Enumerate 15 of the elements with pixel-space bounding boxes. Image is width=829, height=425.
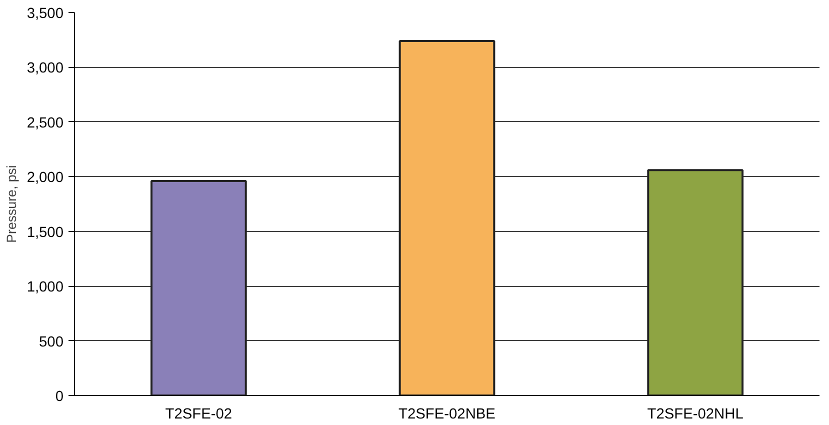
bar bbox=[647, 169, 744, 396]
y-tick-label: 500 bbox=[39, 334, 64, 350]
bar bbox=[150, 180, 247, 396]
y-tick-label: 3,500 bbox=[26, 6, 64, 22]
y-axis-title: Pressure, psi bbox=[4, 165, 19, 243]
bar bbox=[398, 40, 496, 396]
x-tick-label: T2SFE-02NHL bbox=[647, 406, 744, 422]
y-tick-label: 2,000 bbox=[26, 170, 64, 186]
x-tick-label: T2SFE-02 bbox=[165, 406, 232, 422]
y-tick-label: 1,000 bbox=[26, 280, 64, 296]
y-tick-label: 0 bbox=[55, 389, 64, 405]
x-tick-label: T2SFE-02NBE bbox=[398, 406, 496, 422]
y-tick-label: 3,000 bbox=[26, 60, 64, 77]
y-tick-label: 1,500 bbox=[26, 224, 64, 241]
y-tick-label: 2,500 bbox=[26, 115, 64, 132]
